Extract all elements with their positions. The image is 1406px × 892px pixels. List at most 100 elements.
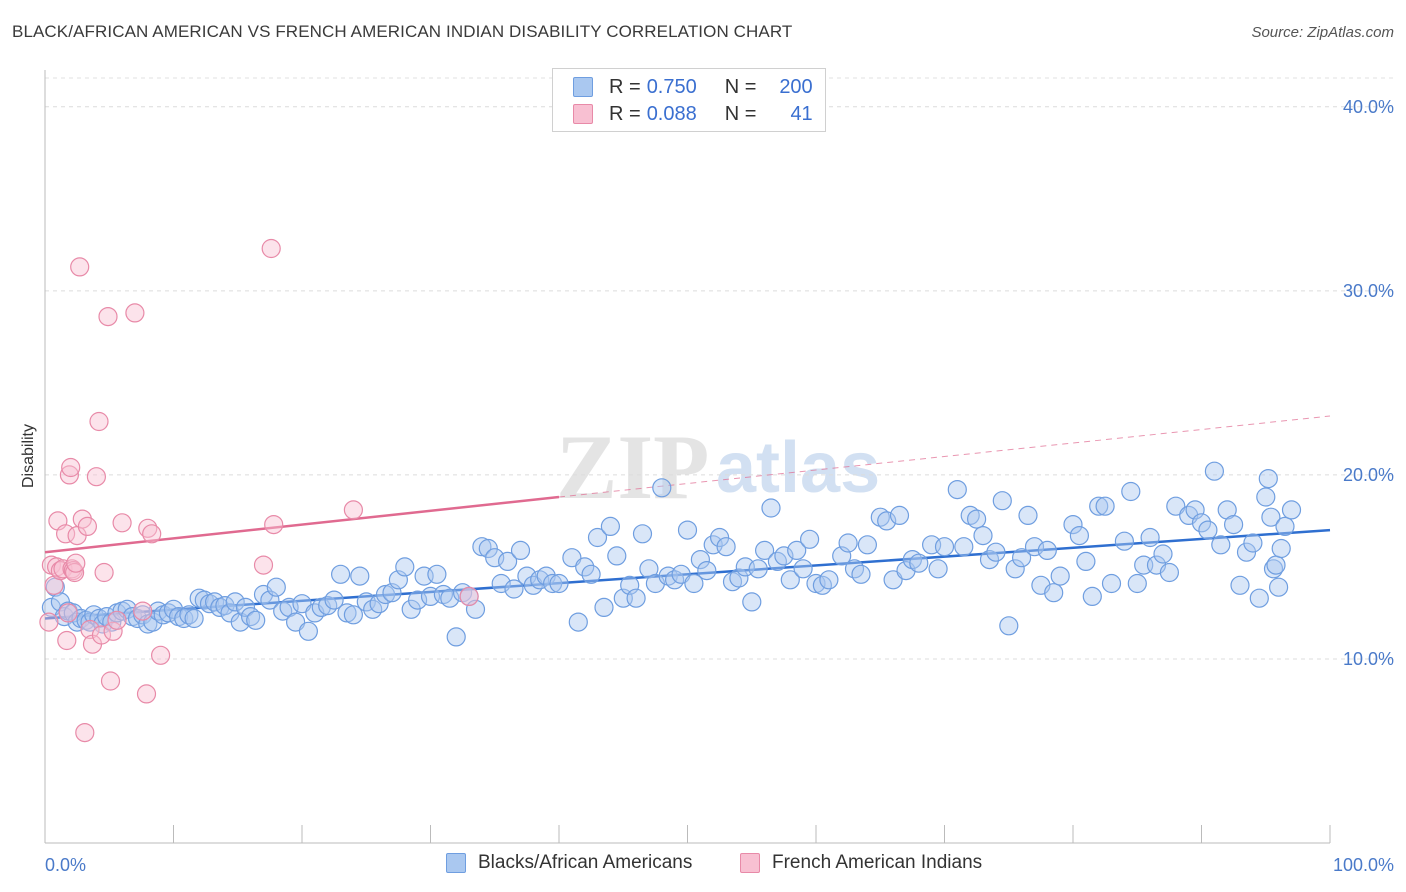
point-blacks — [241, 606, 261, 627]
point-blacks — [729, 568, 749, 588]
point-blacks — [819, 570, 839, 590]
y-tick-label: 10.0% — [1343, 649, 1394, 669]
chart-title: BLACK/AFRICAN AMERICAN VS FRENCH AMERICA… — [12, 22, 793, 41]
point-blacks — [677, 520, 698, 540]
legend-r-value: 0.088 — [646, 102, 697, 125]
point-french — [261, 238, 281, 259]
point-blacks — [1011, 548, 1032, 568]
point-blacks — [440, 588, 460, 608]
legend-r-label: R = — [609, 75, 641, 98]
point-french — [61, 457, 81, 478]
point-blacks — [1018, 505, 1038, 526]
point-blacks — [999, 616, 1019, 636]
y-axis-label: Disability — [20, 424, 37, 488]
point-blacks — [742, 592, 762, 612]
point-blacks — [1243, 533, 1263, 553]
point-blacks — [395, 557, 415, 577]
point-blacks — [1266, 555, 1286, 575]
point-french — [100, 671, 121, 691]
point-blacks — [230, 612, 250, 632]
point-blacks — [787, 540, 807, 561]
legend-n-value: 41 — [790, 102, 813, 125]
point-blacks — [684, 573, 704, 594]
point-blacks — [1101, 573, 1122, 594]
point-blacks — [986, 542, 1006, 562]
point-blacks — [549, 573, 569, 594]
point-blacks — [1261, 507, 1281, 527]
point-blacks — [966, 509, 987, 529]
point-blacks — [774, 546, 794, 566]
point-blacks — [184, 608, 204, 629]
series-label-blacks: Blacks/African Americans — [478, 852, 693, 873]
point-blacks — [652, 478, 672, 498]
point-blacks — [510, 540, 531, 561]
legend-r-value: 0.750 — [646, 75, 697, 98]
point-french — [66, 553, 86, 573]
point-french — [58, 603, 78, 623]
point-french — [107, 610, 127, 630]
point-blacks — [954, 537, 974, 557]
point-blacks — [992, 491, 1012, 511]
legend-r-label: R = — [609, 102, 641, 125]
point-blacks — [960, 505, 980, 526]
correlation-legend: R = 0.750 N = 200 R = 0.088 N = 41 — [552, 68, 826, 132]
point-blacks — [324, 590, 344, 610]
y-tick-label: 40.0% — [1343, 97, 1394, 117]
point-blacks — [934, 537, 955, 557]
point-french — [94, 562, 114, 583]
point-french — [142, 524, 162, 544]
point-blacks — [1005, 559, 1025, 579]
point-blacks — [799, 529, 820, 549]
point-french — [70, 257, 90, 277]
tick-labels: 10.0% 20.0% 30.0% 40.0% 0.0% 100.0% — [45, 97, 1394, 875]
point-blacks — [1256, 487, 1276, 507]
watermark-atlas: atlas — [716, 428, 880, 508]
point-blacks — [1037, 540, 1057, 561]
point-blacks — [298, 621, 318, 641]
axes — [44, 70, 1331, 844]
point-blacks — [246, 610, 266, 630]
point-blacks — [857, 535, 878, 555]
point-blacks — [581, 564, 601, 584]
point-blacks — [575, 557, 595, 577]
point-blacks — [928, 559, 948, 579]
point-blacks — [1044, 583, 1064, 603]
point-blacks — [690, 549, 711, 570]
point-blacks — [838, 533, 858, 553]
point-blacks — [235, 597, 256, 618]
point-blacks — [1166, 496, 1186, 516]
point-blacks — [780, 570, 800, 590]
point-blacks — [174, 608, 194, 629]
point-french — [80, 619, 100, 640]
series-swatch-pink — [740, 853, 760, 873]
point-french — [253, 555, 274, 575]
point-blacks — [1069, 525, 1090, 546]
point-blacks — [1249, 588, 1269, 608]
point-blacks — [472, 537, 492, 557]
point-blacks — [600, 516, 621, 537]
point-french — [125, 303, 145, 323]
point-french — [59, 465, 80, 485]
series-legend-blacks: Blacks/African Americans — [446, 852, 692, 874]
point-french — [98, 307, 118, 327]
point-blacks — [343, 605, 363, 625]
point-blacks — [607, 546, 627, 566]
point-blacks — [722, 572, 743, 592]
y-tick-label: 30.0% — [1343, 281, 1394, 301]
point-blacks — [902, 549, 923, 570]
point-blacks — [375, 584, 396, 605]
point-blacks — [266, 577, 286, 597]
point-blacks — [273, 601, 293, 621]
point-blacks — [1076, 551, 1096, 572]
point-french — [459, 586, 479, 607]
point-blacks — [1230, 575, 1250, 595]
point-blacks — [205, 592, 225, 612]
point-blacks — [632, 524, 653, 544]
point-blacks — [225, 592, 245, 612]
point-blacks — [1082, 586, 1102, 607]
point-blacks — [504, 579, 524, 599]
point-french — [77, 516, 98, 537]
point-blacks — [909, 553, 929, 573]
point-blacks — [889, 505, 910, 526]
